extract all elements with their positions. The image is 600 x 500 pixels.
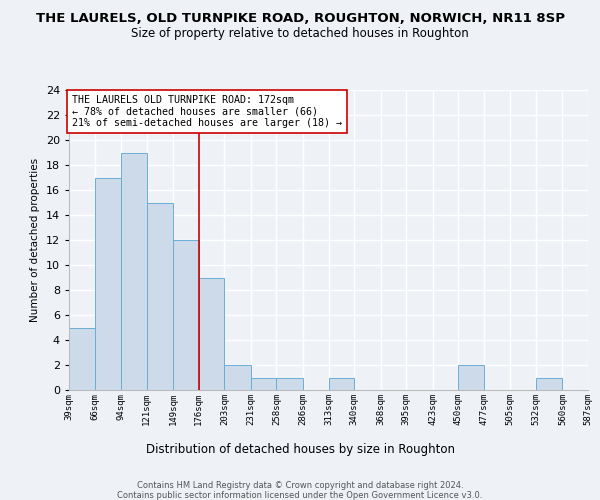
Bar	[199, 278, 224, 390]
Bar	[277, 378, 303, 390]
Text: Distribution of detached houses by size in Roughton: Distribution of detached houses by size …	[146, 442, 455, 456]
Bar	[536, 378, 562, 390]
Bar	[173, 240, 199, 390]
Text: Contains public sector information licensed under the Open Government Licence v3: Contains public sector information licen…	[118, 491, 482, 500]
Bar	[224, 365, 251, 390]
Bar	[458, 365, 484, 390]
Text: THE LAURELS OLD TURNPIKE ROAD: 172sqm
← 78% of detached houses are smaller (66)
: THE LAURELS OLD TURNPIKE ROAD: 172sqm ← …	[72, 95, 342, 128]
Bar	[329, 378, 354, 390]
Bar	[146, 202, 173, 390]
Bar	[69, 328, 95, 390]
Bar	[95, 178, 121, 390]
Text: Size of property relative to detached houses in Roughton: Size of property relative to detached ho…	[131, 28, 469, 40]
Bar	[251, 378, 277, 390]
Bar	[121, 152, 146, 390]
Y-axis label: Number of detached properties: Number of detached properties	[30, 158, 40, 322]
Text: Contains HM Land Registry data © Crown copyright and database right 2024.: Contains HM Land Registry data © Crown c…	[137, 481, 463, 490]
Text: THE LAURELS, OLD TURNPIKE ROAD, ROUGHTON, NORWICH, NR11 8SP: THE LAURELS, OLD TURNPIKE ROAD, ROUGHTON…	[35, 12, 565, 26]
